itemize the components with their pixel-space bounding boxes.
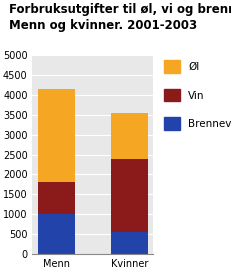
Bar: [38, 214, 74, 254]
Bar: [111, 113, 147, 158]
Bar: [38, 182, 74, 214]
Bar: [38, 89, 74, 182]
Text: Menn og kvinner. 2001-2003: Menn og kvinner. 2001-2003: [9, 19, 197, 32]
Legend: Øl, Vin, Brennevin: Øl, Vin, Brennevin: [164, 60, 231, 130]
Bar: [111, 232, 147, 254]
Bar: [111, 158, 147, 232]
Text: Forbruksutgifter til øl, vi og brennevin.: Forbruksutgifter til øl, vi og brennevin…: [9, 3, 231, 16]
